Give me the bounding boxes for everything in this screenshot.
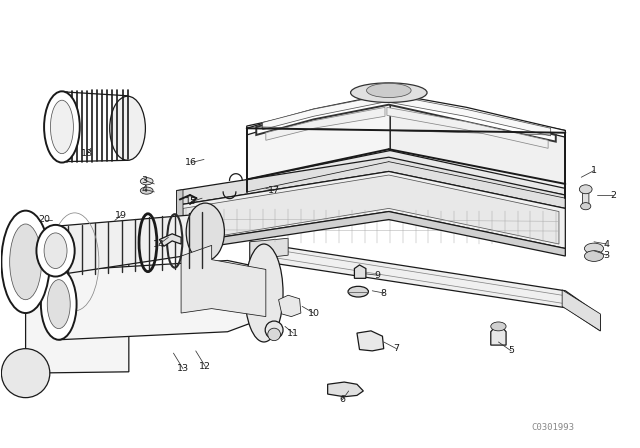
Ellipse shape: [1, 211, 50, 313]
Ellipse shape: [140, 178, 153, 185]
Polygon shape: [177, 190, 183, 252]
Text: 5: 5: [508, 346, 514, 355]
Ellipse shape: [1, 349, 50, 398]
Text: 19: 19: [115, 211, 127, 220]
Polygon shape: [181, 246, 266, 317]
Polygon shape: [177, 172, 565, 249]
Text: 14: 14: [154, 240, 165, 249]
Ellipse shape: [584, 243, 604, 254]
Text: 2: 2: [610, 190, 616, 199]
Text: 20: 20: [38, 215, 51, 224]
Text: 4: 4: [142, 185, 148, 194]
Text: 8: 8: [381, 289, 387, 297]
Polygon shape: [491, 327, 506, 345]
Polygon shape: [582, 190, 589, 206]
Text: 10: 10: [308, 309, 319, 318]
Ellipse shape: [367, 83, 411, 98]
Polygon shape: [262, 95, 387, 129]
Polygon shape: [177, 211, 565, 256]
Ellipse shape: [186, 203, 225, 261]
Text: 17: 17: [268, 186, 280, 195]
Ellipse shape: [584, 251, 604, 261]
Polygon shape: [387, 108, 548, 148]
Polygon shape: [56, 215, 209, 275]
Polygon shape: [59, 260, 266, 340]
Polygon shape: [246, 95, 390, 180]
Polygon shape: [390, 95, 550, 136]
Text: 9: 9: [374, 271, 380, 280]
Polygon shape: [357, 331, 384, 351]
Polygon shape: [159, 234, 181, 246]
Polygon shape: [250, 242, 600, 331]
Text: 16: 16: [186, 158, 197, 167]
Polygon shape: [328, 382, 364, 397]
Ellipse shape: [579, 185, 592, 194]
Ellipse shape: [140, 187, 153, 194]
Polygon shape: [246, 94, 565, 137]
Polygon shape: [390, 95, 565, 188]
Polygon shape: [562, 290, 600, 331]
Text: C0301993: C0301993: [531, 423, 574, 432]
Polygon shape: [250, 238, 288, 260]
Ellipse shape: [245, 244, 283, 342]
Ellipse shape: [10, 224, 42, 300]
Polygon shape: [183, 175, 559, 244]
Polygon shape: [177, 157, 565, 208]
Text: 4: 4: [604, 240, 610, 249]
Polygon shape: [246, 148, 565, 195]
Polygon shape: [355, 265, 366, 278]
Ellipse shape: [348, 286, 369, 297]
Ellipse shape: [265, 321, 283, 339]
Polygon shape: [26, 263, 129, 373]
Text: 15: 15: [186, 197, 197, 206]
Ellipse shape: [41, 268, 77, 340]
Ellipse shape: [44, 233, 67, 268]
Text: 11: 11: [287, 328, 300, 338]
Ellipse shape: [36, 225, 75, 276]
Text: 6: 6: [339, 396, 346, 405]
Polygon shape: [278, 295, 301, 317]
Ellipse shape: [46, 99, 78, 155]
Ellipse shape: [109, 96, 145, 160]
Text: 12: 12: [199, 362, 211, 371]
Polygon shape: [266, 108, 385, 140]
Text: 1: 1: [591, 166, 597, 175]
Ellipse shape: [44, 91, 80, 163]
Ellipse shape: [268, 328, 280, 340]
Text: 13: 13: [177, 364, 189, 373]
Polygon shape: [256, 97, 556, 142]
Text: 3: 3: [141, 176, 148, 185]
Ellipse shape: [51, 100, 74, 154]
Ellipse shape: [351, 83, 427, 103]
Ellipse shape: [491, 322, 506, 331]
Ellipse shape: [580, 202, 591, 210]
Ellipse shape: [47, 280, 70, 329]
Text: 18: 18: [81, 149, 93, 158]
Text: 7: 7: [394, 344, 399, 353]
Text: 3: 3: [604, 251, 610, 260]
